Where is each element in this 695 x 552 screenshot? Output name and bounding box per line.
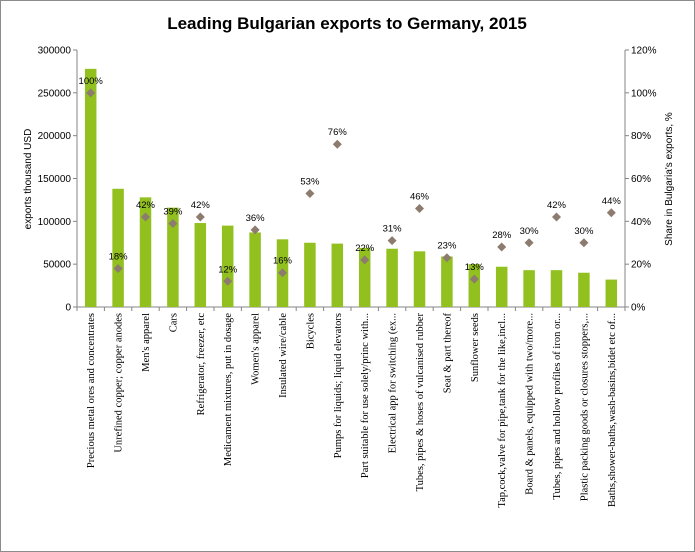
- share-marker: [387, 236, 397, 246]
- share-marker: [223, 276, 233, 286]
- y2-tick-label: 0%: [631, 303, 646, 314]
- bar: [413, 251, 426, 307]
- share-marker: [415, 203, 424, 213]
- y-tick-label: 250000: [38, 88, 72, 99]
- bar: [358, 247, 371, 307]
- bar: [304, 242, 316, 307]
- category-label: Women's apparel: [251, 313, 262, 385]
- y2-tick-label: 40%: [631, 217, 651, 228]
- bar: [139, 197, 152, 307]
- y-axis-title: exports thousand USD: [23, 129, 34, 230]
- y2-tick-label: 120%: [631, 46, 657, 57]
- y2-axis-title: Share in Bulgaria's exports, %: [664, 112, 675, 246]
- category-label: Electrical app for switching (ex...: [388, 313, 399, 453]
- y-tick-label: 150000: [38, 174, 72, 185]
- share-marker: [168, 218, 178, 228]
- category-label: Refrigerator, freezer, etc: [196, 313, 207, 416]
- share-data-label: 100%: [79, 76, 104, 87]
- share-marker: [579, 238, 589, 248]
- share-marker: [360, 255, 370, 265]
- category-label: Bicycles: [305, 313, 316, 349]
- category-label: Unrefined copper; copper anodes: [114, 313, 125, 453]
- category-label: Baths,shower-baths,wash-basins,bidet etc…: [607, 313, 618, 507]
- share-data-label: 23%: [437, 241, 457, 252]
- y2-tick-label: 20%: [631, 260, 651, 271]
- category-label: Board & panels, equipped with two/more..…: [525, 313, 536, 495]
- category-label: Seat & part thereof: [442, 313, 453, 394]
- category-label: Precious metal ores and concentrates: [86, 313, 97, 468]
- share-marker: [469, 274, 479, 284]
- category-label: Tap,cock,valve for pipe,tank for the lik…: [497, 313, 508, 508]
- share-marker: [305, 188, 315, 198]
- share-data-label: 46%: [410, 191, 430, 202]
- category-label: Sunflower seeds: [470, 313, 481, 382]
- bar: [221, 225, 234, 307]
- bar: [441, 256, 453, 307]
- y-tick-label: 200000: [38, 131, 72, 142]
- share-marker: [141, 212, 150, 222]
- bar: [605, 279, 618, 307]
- share-marker: [497, 242, 507, 252]
- share-data-label: 39%: [163, 206, 183, 217]
- share-marker: [552, 212, 561, 222]
- y-tick-label: 0: [65, 303, 71, 314]
- share-marker: [332, 139, 342, 149]
- share-data-label: 31%: [383, 224, 403, 235]
- bar: [84, 68, 97, 307]
- bar: [112, 188, 124, 307]
- bar: [167, 207, 179, 307]
- category-label: Part suitable for use solely/princ with.…: [360, 313, 371, 478]
- share-data-label: 22%: [355, 243, 375, 254]
- share-data-label: 44%: [602, 196, 622, 207]
- share-marker: [442, 253, 452, 263]
- share-data-label: 36%: [246, 213, 266, 224]
- category-label: Medicament mixtures, put in dosage: [223, 313, 234, 466]
- share-data-label: 53%: [300, 176, 320, 187]
- share-data-label: 13%: [465, 262, 485, 273]
- category-label: Men's apparel: [141, 313, 152, 372]
- share-marker: [250, 225, 260, 235]
- share-data-label: 42%: [547, 200, 567, 211]
- share-marker: [113, 263, 123, 273]
- share-data-label: 42%: [191, 200, 211, 211]
- share-data-label: 76%: [328, 127, 348, 138]
- share-marker: [86, 88, 96, 98]
- category-label: Plastic packing goods or closures stoppe…: [579, 313, 590, 501]
- bar: [523, 270, 535, 307]
- y-tick-label: 100000: [38, 217, 72, 228]
- bar: [495, 266, 508, 307]
- bar: [578, 272, 590, 307]
- bar: [249, 232, 261, 307]
- category-label: Pumps for liquids; liquid elevators: [333, 313, 344, 458]
- bar: [331, 243, 344, 307]
- share-data-label: 12%: [218, 264, 238, 275]
- category-label: Insulated wire/cable: [278, 313, 289, 398]
- share-data-label: 30%: [520, 226, 540, 237]
- bar: [386, 248, 398, 307]
- category-label: Cars: [168, 313, 179, 332]
- share-data-label: 28%: [492, 230, 512, 241]
- bar: [468, 264, 481, 307]
- share-marker: [606, 208, 616, 218]
- bar: [194, 223, 207, 307]
- chart-title: Leading Bulgarian exports to Germany, 20…: [167, 14, 527, 33]
- share-data-label: 18%: [109, 251, 129, 262]
- share-marker: [195, 212, 205, 222]
- y2-tick-label: 80%: [631, 131, 651, 142]
- share-marker: [278, 268, 287, 278]
- y2-tick-label: 100%: [631, 88, 657, 99]
- category-label: Tubes, pipes and hollow profiles of iron…: [552, 313, 563, 500]
- share-marker: [524, 238, 534, 248]
- share-data-label: 16%: [273, 256, 293, 267]
- bar: [550, 270, 563, 307]
- y2-tick-label: 60%: [631, 174, 651, 185]
- plot-area: 0 50000 100000 150000 200000 250000 300000 0% 20…: [38, 46, 657, 508]
- share-data-label: 42%: [136, 200, 156, 211]
- share-data-label: 30%: [574, 226, 594, 237]
- category-label: Tubes, pipes & hoses of vulcanised rubbe…: [415, 313, 426, 492]
- y-tick-label: 300000: [38, 46, 72, 57]
- y-tick-label: 50000: [43, 260, 71, 271]
